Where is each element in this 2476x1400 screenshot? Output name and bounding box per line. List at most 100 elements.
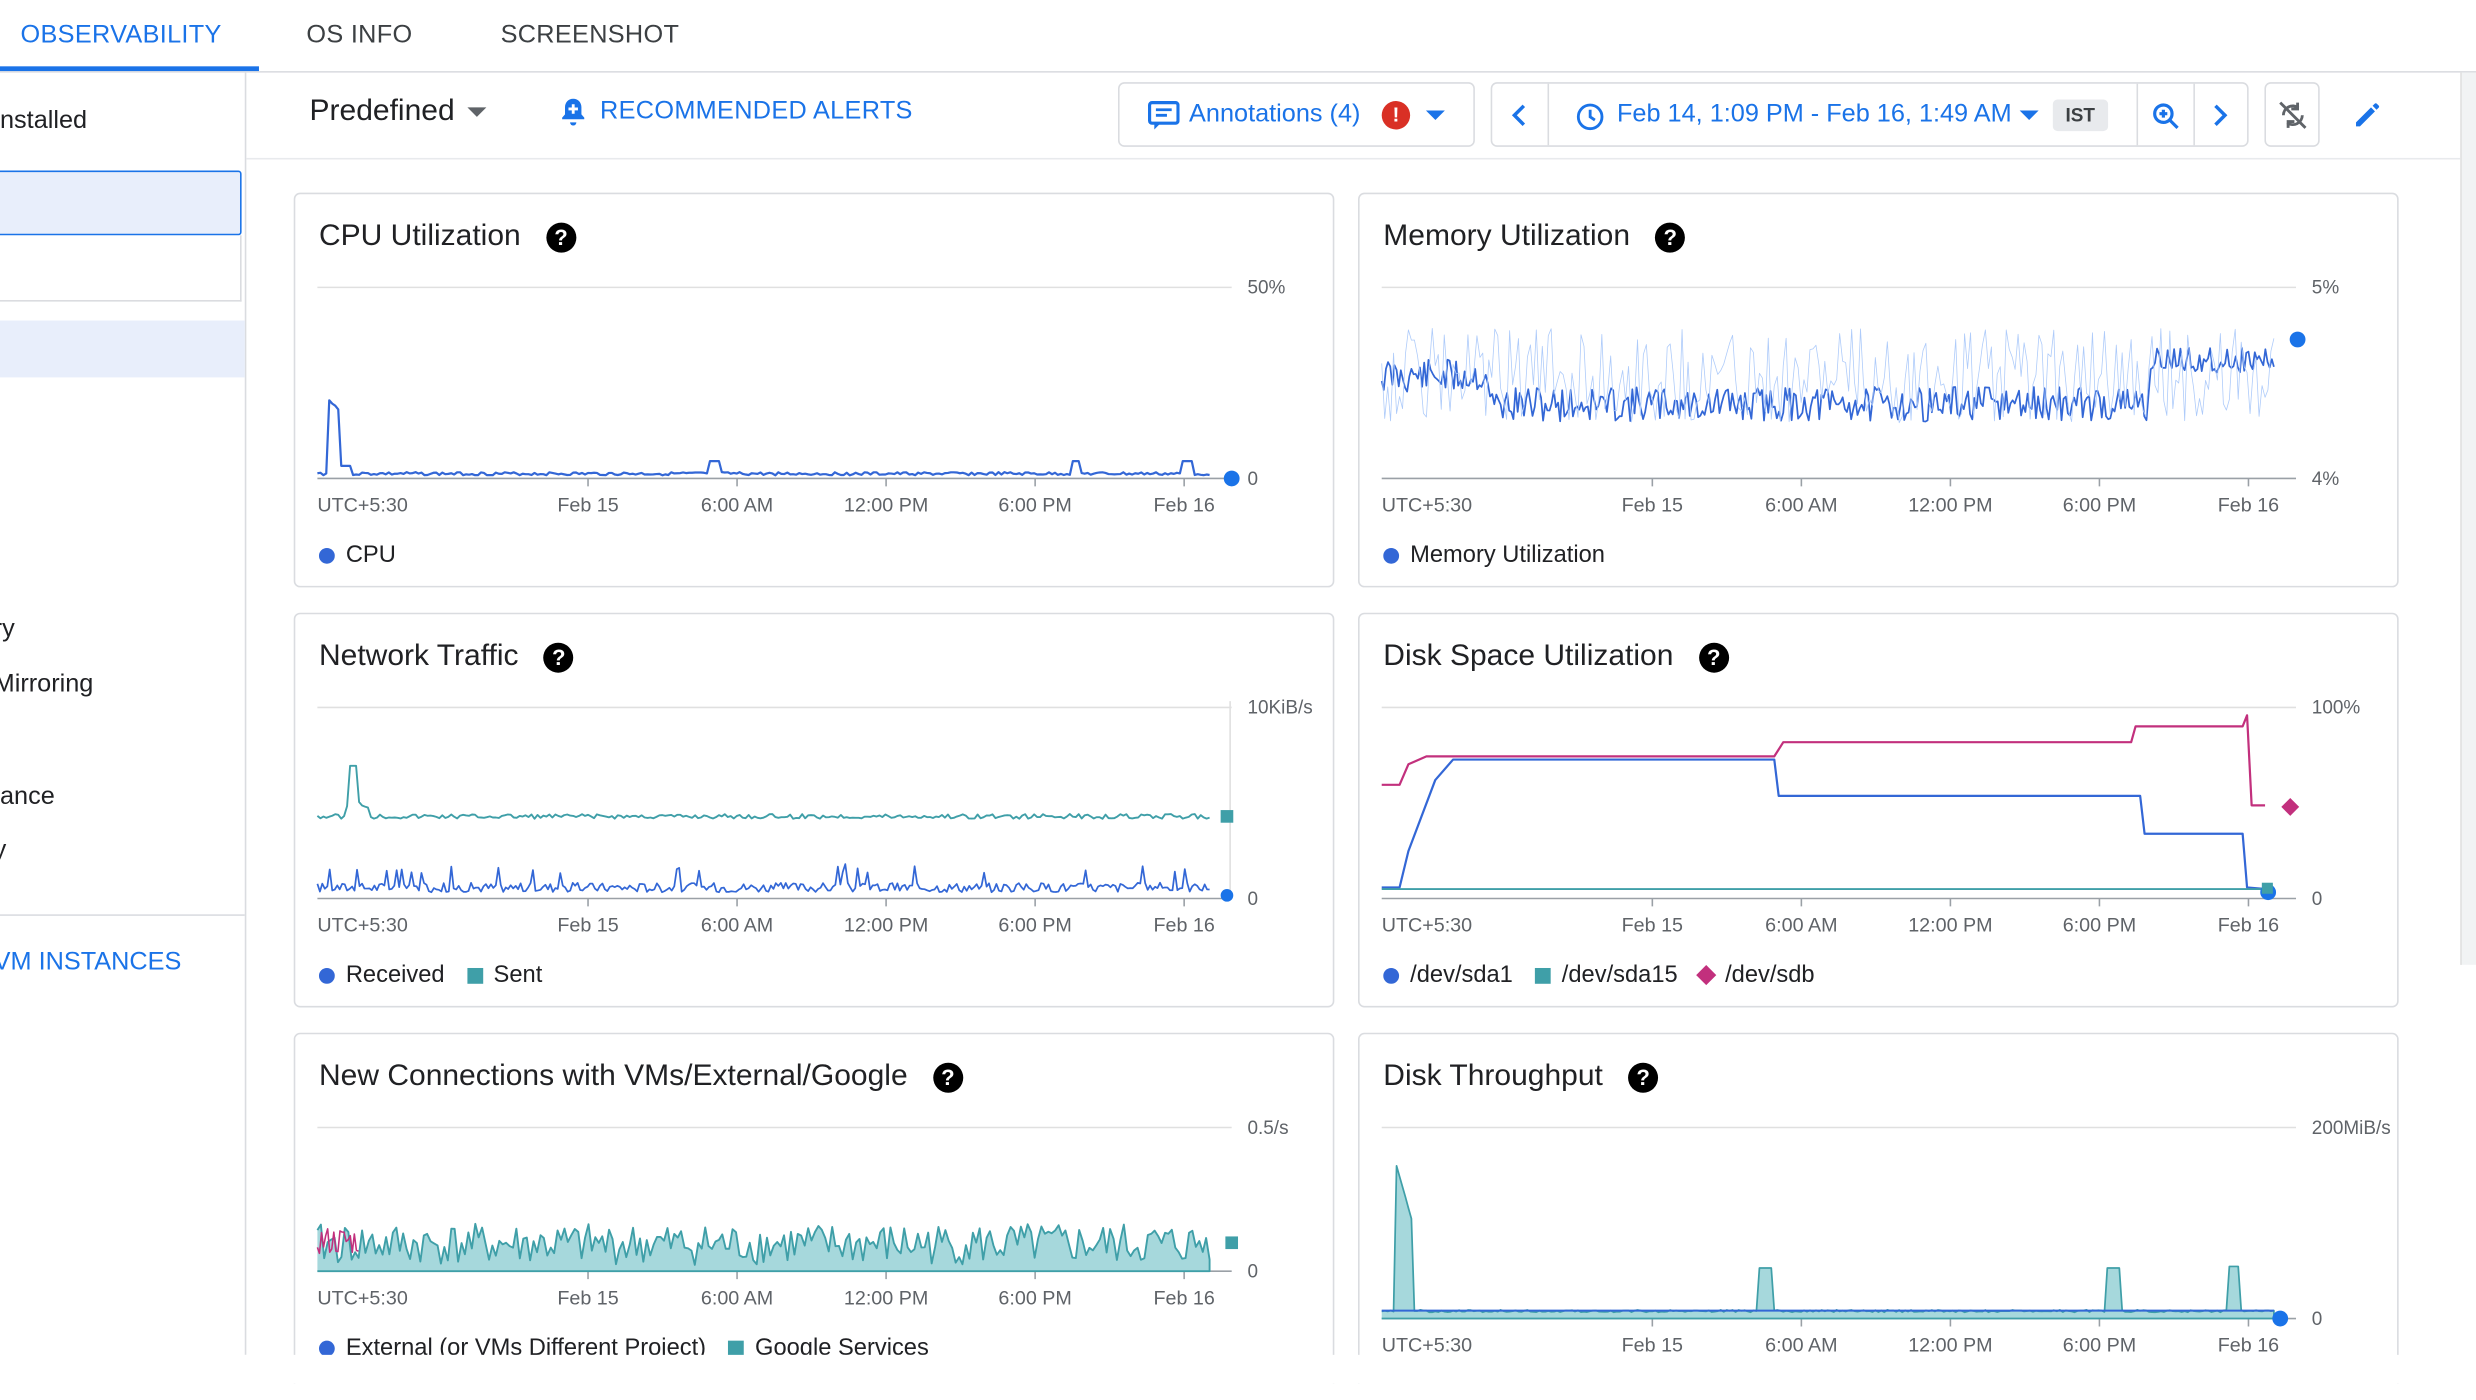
scrollbar[interactable] bbox=[2460, 73, 2476, 965]
recommended-alerts-button[interactable]: RECOMMENDED ALERTS bbox=[559, 96, 913, 128]
x-tick-label: Feb 16 bbox=[1153, 495, 1214, 517]
sidebar-dropdown-option[interactable] bbox=[0, 235, 242, 301]
legend-item[interactable]: Memory Utilization bbox=[1383, 542, 1605, 569]
x-tick-label: 6:00 AM bbox=[1765, 1335, 1837, 1357]
legend-item[interactable]: Received bbox=[319, 962, 445, 989]
sync-off-button[interactable] bbox=[2264, 82, 2319, 147]
legend-label: /dev/sda15 bbox=[1562, 962, 1678, 989]
bell-plus-icon bbox=[559, 96, 587, 128]
sidebar-item-mirroring[interactable]: Mirroring bbox=[0, 671, 93, 699]
toolbar-divider bbox=[246, 158, 2460, 160]
tab-bar-divider bbox=[0, 71, 2476, 73]
sent-last-point bbox=[1221, 810, 1234, 823]
sda15-last-point bbox=[2262, 883, 2273, 894]
legend-item[interactable]: CPU bbox=[319, 542, 396, 569]
error-alert-icon: ! bbox=[1382, 101, 1410, 129]
x-tick-label: 6:00 AM bbox=[1765, 915, 1837, 937]
legend-item[interactable]: Sent bbox=[467, 962, 543, 989]
x-tick-label: Feb 15 bbox=[557, 915, 618, 937]
divider bbox=[2137, 84, 2139, 146]
y-tick-label: 0 bbox=[2312, 1309, 2323, 1330]
timezone-badge[interactable]: IST bbox=[2053, 99, 2108, 131]
disk-space-chart[interactable]: 100% 0 UTC+5:30 Feb 15 6:00 AM 12:00 PM 6:00 P… bbox=[1360, 614, 2397, 1006]
sidebar-item-ance[interactable]: ance bbox=[0, 783, 55, 811]
legend-label: Memory Utilization bbox=[1410, 542, 1605, 569]
comment-icon bbox=[1148, 101, 1180, 129]
x-tick-label: UTC+5:30 bbox=[317, 495, 407, 517]
y-tick-label: 0 bbox=[1247, 469, 1258, 490]
cpu-chart[interactable]: 50% 0 UTC+5:30 Feb 15 6:00 AM 12:00 PM 6:00 PM… bbox=[295, 194, 1332, 586]
tab-screenshot[interactable]: SCREENSHOT bbox=[501, 0, 680, 73]
sidebar-item-ry[interactable]: ry bbox=[0, 616, 15, 644]
sync-disabled-icon bbox=[2277, 99, 2309, 131]
clock-icon bbox=[1576, 103, 1604, 131]
card-disk-space-utilization: Disk Space Utilization? 100% 0 UTC+5:30 Feb… bbox=[1358, 613, 2399, 1008]
x-tick-label: Feb 16 bbox=[2218, 495, 2279, 517]
annotations-label: Annotations (4) bbox=[1189, 101, 1360, 129]
legend-dot-icon bbox=[319, 967, 335, 983]
annotations-button[interactable]: Annotations (4) ! bbox=[1118, 82, 1475, 147]
connections-chart[interactable]: 0.5/s 0 UTC+5:30 Feb 15 6:00 AM 12:00 PM 6:00 … bbox=[295, 1034, 1332, 1383]
time-range-selector: Feb 14, 1:09 PM - Feb 16, 1:49 AM IST bbox=[1491, 82, 2249, 147]
legend-label: /dev/sda1 bbox=[1410, 962, 1513, 989]
throughput-last-point bbox=[2272, 1311, 2288, 1327]
chevron-down-icon[interactable] bbox=[2020, 111, 2039, 120]
x-tick-label: Feb 16 bbox=[2218, 915, 2279, 937]
memory-chart[interactable]: 5% 4% UTC+5:30 Feb 15 6:00 AM 12:00 PM 6:00 PM… bbox=[1360, 194, 2397, 586]
x-tick-label: Feb 15 bbox=[1622, 915, 1683, 937]
recommended-alerts-label: RECOMMENDED ALERTS bbox=[600, 98, 913, 126]
legend-label: Received bbox=[346, 962, 445, 989]
x-tick-label: 6:00 AM bbox=[701, 495, 773, 517]
sda1-series-line bbox=[1382, 760, 2265, 889]
time-range-label[interactable]: Feb 14, 1:09 PM - Feb 16, 1:49 AM bbox=[1617, 101, 2012, 129]
x-tick-label: UTC+5:30 bbox=[317, 915, 407, 937]
disk-throughput-chart[interactable]: 200MiB/s 0 UTC+5:30 Feb 15 6:00 AM 12:00 PM 6:… bbox=[1360, 1034, 2397, 1383]
divider bbox=[1548, 84, 1550, 146]
legend-diamond-icon bbox=[1697, 965, 1717, 985]
tab-os-info[interactable]: OS INFO bbox=[306, 0, 412, 73]
sidebar-selected-item[interactable] bbox=[0, 321, 245, 378]
chart-legend: CPU bbox=[319, 542, 396, 569]
edit-pencil-icon[interactable] bbox=[2351, 99, 2383, 131]
x-tick-label: 6:00 PM bbox=[2063, 1335, 2136, 1357]
legend-item[interactable]: /dev/sda15 bbox=[1535, 962, 1678, 989]
chevron-left-icon[interactable] bbox=[1510, 103, 1529, 128]
legend-label: Sent bbox=[494, 962, 543, 989]
legend-item[interactable]: /dev/sdb bbox=[1700, 962, 1815, 989]
x-tick-label: 6:00 PM bbox=[998, 1287, 1071, 1309]
y-tick-label: 5% bbox=[2312, 278, 2340, 299]
bottom-crop bbox=[0, 1355, 2476, 1383]
x-tick-label: Feb 16 bbox=[2218, 1335, 2279, 1357]
chart-legend: /dev/sda1 /dev/sda15 /dev/sdb bbox=[1383, 962, 1814, 989]
chart-legend: Memory Utilization bbox=[1383, 542, 1605, 569]
tab-observability[interactable]: OBSERVABILITY bbox=[21, 0, 222, 73]
x-tick-label: 6:00 AM bbox=[1765, 495, 1837, 517]
x-tick-label: 12:00 PM bbox=[1908, 495, 1992, 517]
x-tick-label: UTC+5:30 bbox=[1382, 915, 1472, 937]
sidebar-input-field[interactable] bbox=[0, 171, 242, 236]
card-new-connections: New Connections with VMs/External/Google… bbox=[294, 1033, 1335, 1384]
chevron-right-icon[interactable] bbox=[2211, 103, 2230, 128]
y-tick-label: 0.5/s bbox=[1247, 1118, 1288, 1139]
memory-last-point bbox=[2290, 332, 2306, 348]
view-vm-instances-link[interactable]: VM INSTANCES bbox=[0, 949, 181, 977]
predefined-dropdown[interactable]: Predefined bbox=[310, 95, 487, 130]
card-memory-utilization: Memory Utilization? 5% 4% UTC+5:30 Feb 15 6:… bbox=[1358, 193, 2399, 588]
google-services-area bbox=[317, 1224, 1209, 1271]
y-tick-label: 0 bbox=[1247, 889, 1258, 910]
chevron-down-icon bbox=[1426, 111, 1445, 120]
sidebar-item-y[interactable]: y bbox=[0, 837, 6, 865]
received-last-point bbox=[1221, 889, 1234, 902]
x-tick-label: 12:00 PM bbox=[844, 1287, 928, 1309]
zoom-icon[interactable] bbox=[2151, 101, 2183, 133]
legend-item[interactable]: /dev/sda1 bbox=[1383, 962, 1513, 989]
sidebar-item-installed[interactable]: nstalled bbox=[0, 107, 87, 135]
x-tick-label: Feb 15 bbox=[1622, 495, 1683, 517]
y-tick-label: 200MiB/s bbox=[2312, 1118, 2391, 1139]
network-chart[interactable]: 10KiB/s 0 UTC+5:30 Feb 15 6:00 AM 12:00 PM 6:0… bbox=[295, 614, 1332, 1006]
legend-square-icon bbox=[467, 967, 483, 983]
y-tick-label: 0 bbox=[1247, 1261, 1258, 1282]
legend-label: /dev/sdb bbox=[1725, 962, 1815, 989]
card-network-traffic: Network Traffic? 10KiB/s 0 UTC+5:30 Feb 15 6… bbox=[294, 613, 1335, 1008]
chart-legend: Received Sent bbox=[319, 962, 542, 989]
